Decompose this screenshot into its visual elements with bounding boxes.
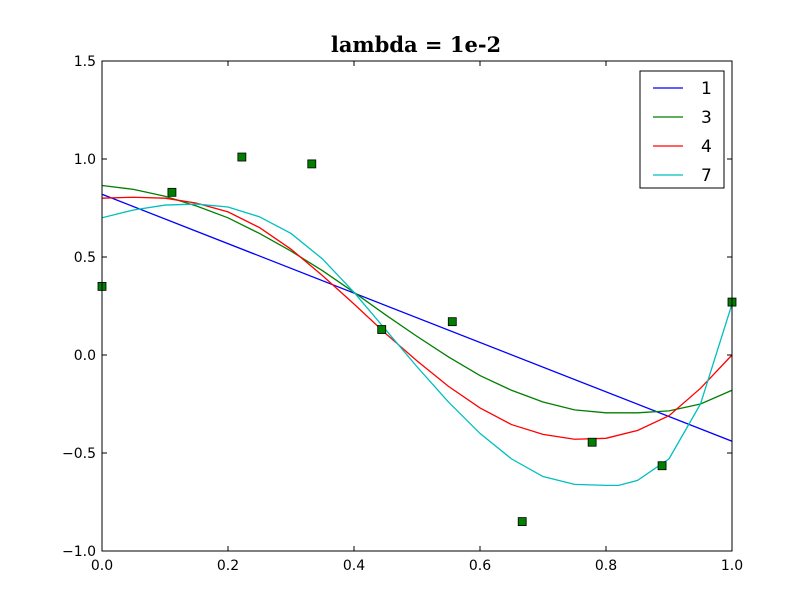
y-tick-label: −1.0: [62, 544, 96, 560]
series-line-1: [102, 193, 732, 442]
series-line-3: [102, 184, 732, 414]
x-tick-label: 0.6: [469, 558, 491, 574]
y-tick-label: 1.0: [74, 152, 96, 168]
legend-label-7: 7: [701, 166, 712, 186]
legend: 1 3 4 7: [639, 70, 725, 189]
legend-label-1: 1: [701, 79, 712, 99]
series-line-4: [102, 196, 732, 440]
data-point: [237, 152, 247, 162]
plot-area: 0.0 0.2 0.4 0.6 0.8 1.0 1.5 1.0 0.5 0.0 −0.5 −1.0 1 3…: [62, 54, 743, 574]
data-point: [447, 317, 457, 327]
chart-title: lambda = 1e-2: [331, 32, 501, 57]
data-points: [97, 152, 737, 526]
y-tick-label: −0.5: [62, 446, 96, 462]
series-lines: [102, 184, 732, 486]
x-tick-label: 0.8: [595, 558, 617, 574]
legend-box: [639, 70, 725, 189]
data-point: [307, 159, 317, 169]
y-tick-label: 0.0: [74, 348, 96, 364]
y-tick-label: 0.5: [74, 250, 96, 266]
x-tick-label: 1.0: [721, 558, 743, 574]
data-point: [377, 325, 387, 334]
data-point: [587, 437, 597, 447]
y-tick-label: 1.5: [74, 54, 96, 70]
data-point: [167, 187, 177, 197]
axes-frame: [101, 60, 733, 552]
series-line-7: [102, 203, 732, 486]
data-point: [517, 517, 527, 526]
axes-background: [102, 61, 732, 551]
legend-label-3: 3: [701, 108, 712, 128]
x-tick-label: 0.4: [343, 558, 365, 574]
x-tick-label: 0.0: [91, 558, 113, 574]
legend-label-4: 4: [701, 137, 712, 157]
data-point: [657, 461, 667, 471]
x-tick-label: 0.2: [217, 558, 239, 574]
